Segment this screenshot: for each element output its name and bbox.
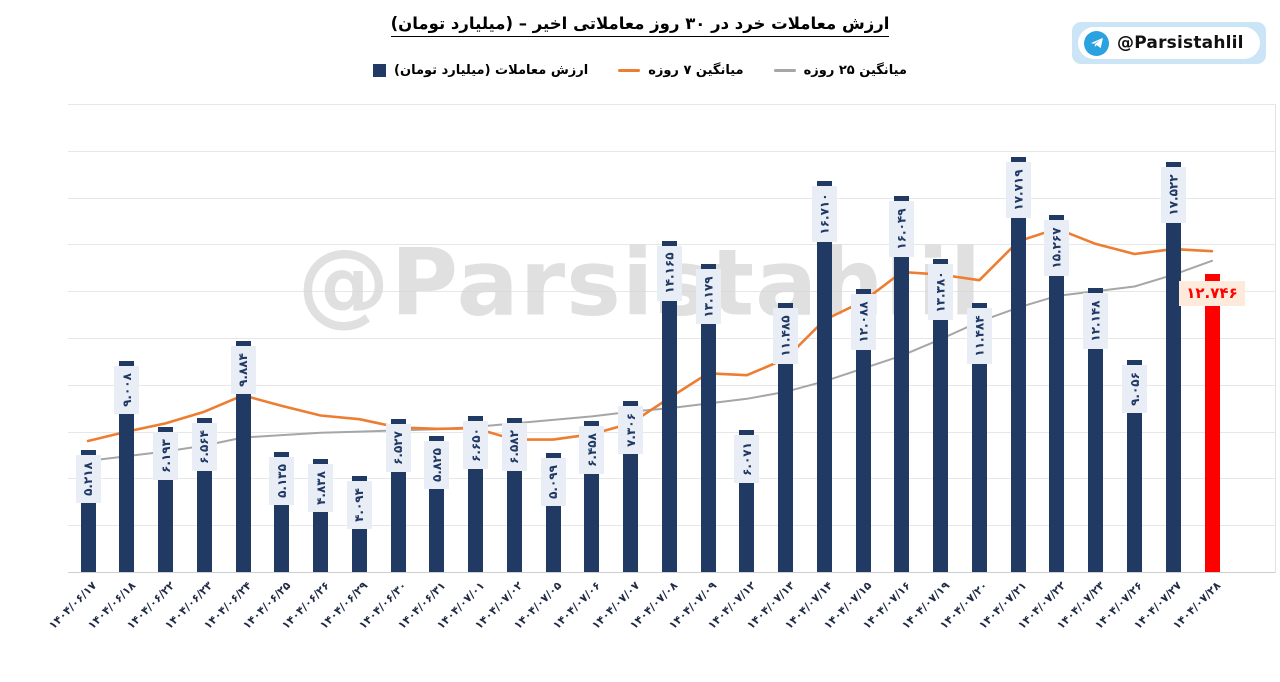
bar-value-text: ۶.۴۵۸ xyxy=(584,432,599,467)
bar-value-label: ۶.۵۸۲ xyxy=(501,422,527,471)
bar-value-label: ۵.۲۱۸ xyxy=(75,454,101,503)
bar-value-label: ۱۲.۰۸۸ xyxy=(850,294,876,350)
bar-value-text: ۱۱.۴۸۴ xyxy=(972,315,987,357)
legend-item-ma25: میانگین ۲۵ روزه xyxy=(773,63,907,78)
bar-value-label: ۱۶.۷۱۰ xyxy=(811,185,837,242)
bar-value-label: ۱۷.۷۱۹ xyxy=(1005,162,1031,219)
bar xyxy=(816,180,832,572)
gridline xyxy=(68,104,1275,105)
bar-value-text: ۶.۱۹۳ xyxy=(158,439,173,474)
bar xyxy=(700,263,716,572)
ma7-line xyxy=(86,227,1214,443)
bar-value-label: ۵.۸۲۵ xyxy=(424,440,450,489)
plot-right-border xyxy=(1275,104,1276,573)
bar-highlighted xyxy=(1204,273,1220,572)
bar xyxy=(661,240,677,572)
bar-value-label: ۱۶.۰۴۹ xyxy=(889,201,915,258)
bar-value-text: ۱۴.۱۶۵ xyxy=(662,252,677,295)
bar-value-label: ۱۳.۱۷۹ xyxy=(695,268,721,325)
bar-value-text: ۶.۵۸۲ xyxy=(507,430,522,464)
bar-value-label: ۶.۱۹۳ xyxy=(153,432,179,481)
orange-line-swatch-icon xyxy=(618,69,641,72)
bar-value-label: ۴.۰۹۴ xyxy=(346,481,372,530)
bar-value-label: ۱۴.۱۶۵ xyxy=(656,245,682,302)
bar-value-text: ۵.۱۳۵ xyxy=(274,463,289,498)
page-title: ارزش معاملات خرد در ۳۰ روز معاملاتی اخیر… xyxy=(390,14,890,37)
bar xyxy=(933,258,949,572)
x-axis-line xyxy=(68,572,1275,573)
bar-value-label: ۶.۵۲۷ xyxy=(385,424,411,473)
bar-value-label: ۶.۰۷۱ xyxy=(734,434,760,483)
bar-value-label: ۱۳.۳۸۰ xyxy=(928,263,954,320)
bar-value-text: ۱۶.۰۴۹ xyxy=(894,208,909,250)
bar-value-text: ۱۲.۰۸۸ xyxy=(856,301,871,343)
legend-label: میانگین ۲۵ روزه xyxy=(803,63,907,78)
gridline xyxy=(68,197,1275,199)
bar-value-text: ۴.۸۳۸ xyxy=(313,470,328,505)
legend-item-ma7: میانگین ۷ روزه xyxy=(618,63,744,78)
bar-value-label: ۱۱.۴۸۵ xyxy=(773,308,799,365)
bar-value-label: ۷.۳۰۶ xyxy=(618,406,644,455)
ma25-line xyxy=(87,259,1213,462)
bar-value-label: ۹.۸۸۴ xyxy=(230,345,256,394)
bar-value-label: ۵.۰۹۹ xyxy=(540,457,566,506)
bar-value-text: ۵.۲۱۸ xyxy=(81,461,96,496)
bar xyxy=(1010,157,1026,572)
bar-value-text: ۹.۸۸۴ xyxy=(236,352,251,387)
bar-value-text: ۱۲.۱۴۸ xyxy=(1088,300,1103,342)
bar xyxy=(1165,161,1181,572)
bar-value-text: ۶.۵۲۷ xyxy=(391,431,406,466)
legend-item-transactions: ارزش معاملات (میلیارد تومان) xyxy=(373,63,588,78)
bar-value-text: ۱۳.۳۸۰ xyxy=(933,271,948,313)
bar-swatch-icon xyxy=(373,64,387,77)
bar xyxy=(855,289,871,572)
bar xyxy=(971,303,987,572)
legend-label: ارزش معاملات (میلیارد تومان) xyxy=(394,63,589,78)
bar-value-label: ۶.۵۶۴ xyxy=(191,423,217,472)
bar xyxy=(235,340,251,572)
bar-value-text: ۶.۵۶۴ xyxy=(197,430,212,465)
bar-value-text: ۹.۰۰۸ xyxy=(119,373,134,408)
bar-value-text: ۱۱.۴۸۵ xyxy=(778,315,793,357)
legend-label: میانگین ۷ روزه xyxy=(648,63,744,78)
bar xyxy=(894,196,910,572)
bar-value-text: ۱۷.۵۲۲ xyxy=(1166,174,1181,216)
bar-value-text: ۱۶.۷۱۰ xyxy=(817,193,832,235)
bar-value-label: ۱۵.۲۶۷ xyxy=(1044,219,1070,276)
bar xyxy=(1088,287,1104,572)
chart-legend: ارزش معاملات (میلیارد تومان) میانگین ۷ ر… xyxy=(0,63,1280,78)
bar-value-text: ۷.۳۰۶ xyxy=(623,413,638,447)
bar-value-label: ۱۷.۵۲۲ xyxy=(1160,166,1186,223)
bar xyxy=(778,303,794,572)
gray-line-swatch-icon xyxy=(773,69,796,72)
bar xyxy=(1049,214,1065,572)
bar-value-label: ۱۱.۴۸۴ xyxy=(966,308,992,365)
bar-value-text: ۹.۰۵۶ xyxy=(1127,372,1142,407)
bar-value-label: ۵.۱۳۵ xyxy=(269,456,295,505)
telegram-badge[interactable]: @Parsistahlil xyxy=(1072,22,1266,64)
telegram-handle: @Parsistahlil xyxy=(1117,33,1244,53)
bar-value-text: ۱۷.۷۱۹ xyxy=(1011,169,1026,211)
bar-value-text: ۵.۸۲۵ xyxy=(429,447,444,482)
telegram-icon xyxy=(1084,30,1109,56)
bar-value-text: ۶.۶۵۰ xyxy=(468,428,483,463)
bar-value-text: ۱۵.۲۶۷ xyxy=(1049,227,1064,269)
bar-value-label: ۶.۴۵۸ xyxy=(579,425,605,474)
bar-value-label: ۶.۶۵۰ xyxy=(463,421,489,470)
bar-value-text: ۶.۰۷۱ xyxy=(739,442,754,476)
highlight-value-label: ۱۲.۷۴۶ xyxy=(1179,280,1245,306)
bar-value-text: ۵.۰۹۹ xyxy=(546,464,561,499)
bar-value-label: ۹.۰۰۸ xyxy=(114,366,140,415)
bar-value-label: ۴.۸۳۸ xyxy=(308,463,334,512)
bar-value-text: ۴.۰۹۴ xyxy=(352,488,367,523)
gridline xyxy=(68,150,1275,152)
chart-header: ارزش معاملات خرد در ۳۰ روز معاملاتی اخیر… xyxy=(0,14,1280,37)
bar-value-label: ۱۲.۱۴۸ xyxy=(1083,292,1109,349)
bar-value-text: ۱۳.۱۷۹ xyxy=(701,275,716,318)
bar-value-label: ۹.۰۵۶ xyxy=(1121,365,1147,414)
telegram-badge-pill: @Parsistahlil xyxy=(1078,27,1260,59)
